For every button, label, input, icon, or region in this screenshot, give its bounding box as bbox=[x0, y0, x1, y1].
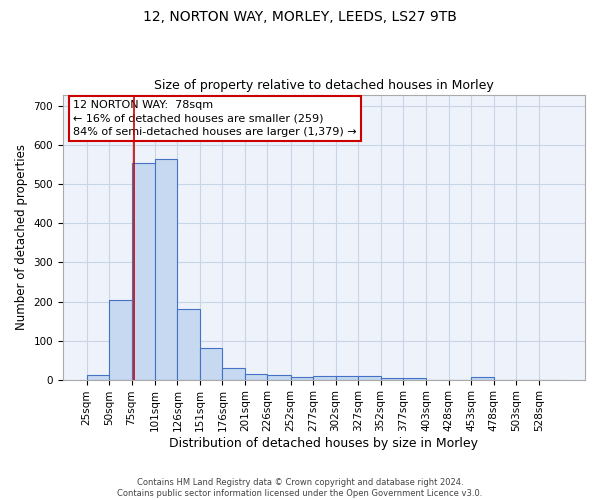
Bar bbox=[380, 378, 403, 380]
Bar bbox=[290, 377, 313, 380]
Bar bbox=[313, 376, 335, 380]
Bar bbox=[403, 378, 427, 380]
Bar bbox=[109, 300, 131, 380]
Text: 12, NORTON WAY, MORLEY, LEEDS, LS27 9TB: 12, NORTON WAY, MORLEY, LEEDS, LS27 9TB bbox=[143, 10, 457, 24]
Bar bbox=[358, 376, 380, 380]
Bar bbox=[472, 377, 494, 380]
Bar bbox=[268, 374, 290, 380]
Bar bbox=[223, 368, 245, 380]
Bar bbox=[335, 376, 358, 380]
Bar bbox=[131, 163, 155, 380]
Bar bbox=[245, 374, 268, 380]
Title: Size of property relative to detached houses in Morley: Size of property relative to detached ho… bbox=[154, 79, 494, 92]
Y-axis label: Number of detached properties: Number of detached properties bbox=[15, 144, 28, 330]
X-axis label: Distribution of detached houses by size in Morley: Distribution of detached houses by size … bbox=[169, 437, 478, 450]
Text: 12 NORTON WAY:  78sqm
← 16% of detached houses are smaller (259)
84% of semi-det: 12 NORTON WAY: 78sqm ← 16% of detached h… bbox=[73, 100, 357, 136]
Text: Contains HM Land Registry data © Crown copyright and database right 2024.
Contai: Contains HM Land Registry data © Crown c… bbox=[118, 478, 482, 498]
Bar bbox=[155, 159, 178, 380]
Bar bbox=[200, 348, 223, 380]
Bar bbox=[86, 375, 109, 380]
Bar bbox=[178, 310, 200, 380]
